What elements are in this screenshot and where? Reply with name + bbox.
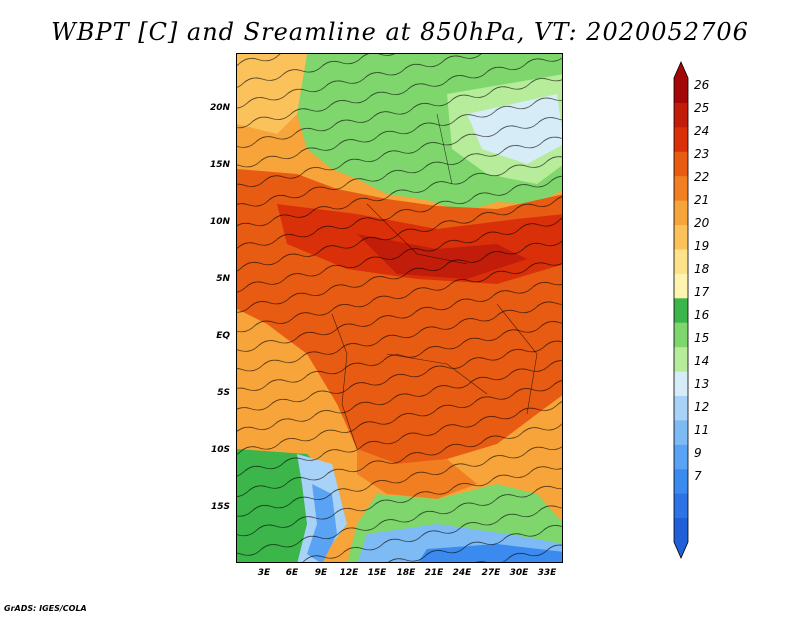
- colorbar-label: 21: [694, 193, 710, 207]
- lon-label-24e: 24E: [452, 568, 472, 578]
- lat-label-5n: 5N: [216, 274, 230, 284]
- colorbar-label: 7: [694, 469, 702, 483]
- colorbar-label: 22: [694, 170, 710, 184]
- colorbar-segment: [674, 248, 688, 274]
- colorbar-segment: [674, 517, 688, 543]
- colorbar-segment: [674, 493, 688, 519]
- colorbar-label: 17: [694, 285, 710, 299]
- lon-label-18e: 18E: [396, 568, 416, 578]
- lat-label-eq: EQ: [216, 331, 230, 341]
- colorbar-label: 18: [694, 262, 710, 276]
- wbpt-field: [237, 54, 562, 562]
- lat-label-15s: 15S: [210, 502, 230, 512]
- lon-label-12e: 12E: [339, 568, 359, 578]
- lat-label-10n: 10N: [209, 217, 230, 227]
- colorbar-label: 16: [694, 308, 710, 322]
- colorbar-label: 24: [694, 124, 710, 138]
- lon-label-30e: 30E: [509, 568, 529, 578]
- colorbar-label: 25: [694, 101, 710, 115]
- colorbar-segment: [674, 419, 688, 445]
- footer-credit: GrADS: IGES/COLA: [4, 604, 87, 613]
- colorbar-label: 11: [694, 423, 710, 437]
- lat-label-10s: 10S: [210, 445, 230, 455]
- lat-label-5s: 5S: [217, 388, 230, 398]
- colorbar-segment: [674, 273, 688, 299]
- colorbar-segment: [674, 200, 688, 226]
- colorbar-label: 14: [694, 354, 710, 368]
- colorbar: [673, 61, 689, 559]
- colorbar-label: 20: [694, 216, 710, 230]
- lon-label-15e: 15E: [367, 568, 387, 578]
- colorbar-segment: [674, 346, 688, 372]
- lon-label-3e: 3E: [257, 568, 271, 578]
- colorbar-label: 26: [694, 78, 710, 92]
- lon-label-21e: 21E: [424, 568, 444, 578]
- colorbar-segment: [674, 224, 688, 250]
- map-panel: [236, 53, 563, 563]
- lon-label-33e: 33E: [537, 568, 557, 578]
- colorbar-max-arrow: [674, 62, 688, 78]
- colorbar-segment: [674, 444, 688, 470]
- colorbar-segment: [674, 322, 688, 348]
- colorbar-label: 9: [694, 446, 702, 460]
- colorbar-label: 15: [694, 331, 710, 345]
- colorbar-segment: [674, 395, 688, 421]
- colorbar-segment: [674, 175, 688, 201]
- colorbar-label: 12: [694, 400, 710, 414]
- colorbar-segment: [674, 102, 688, 128]
- colorbar-segment: [674, 297, 688, 323]
- map-title: WBPT [C] and Sreamline at 850hPa, VT: 20…: [51, 18, 749, 46]
- colorbar-segment: [674, 371, 688, 396]
- lon-label-9e: 9E: [314, 568, 328, 578]
- colorbar-outline: [673, 61, 689, 559]
- colorbar-label: 19: [694, 239, 710, 253]
- colorbar-label: 13: [694, 377, 710, 391]
- lat-label-15n: 15N: [209, 160, 230, 170]
- colorbar-segment: [674, 78, 688, 103]
- lon-label-6e: 6E: [285, 568, 299, 578]
- colorbar-segment: [674, 151, 688, 177]
- lon-label-27e: 27E: [481, 568, 501, 578]
- colorbar-segment: [674, 468, 688, 494]
- colorbar-label: 23: [694, 147, 710, 161]
- colorbar-segment: [674, 126, 688, 152]
- lat-label-20n: 20N: [209, 103, 230, 113]
- colorbar-min-arrow: [674, 542, 688, 558]
